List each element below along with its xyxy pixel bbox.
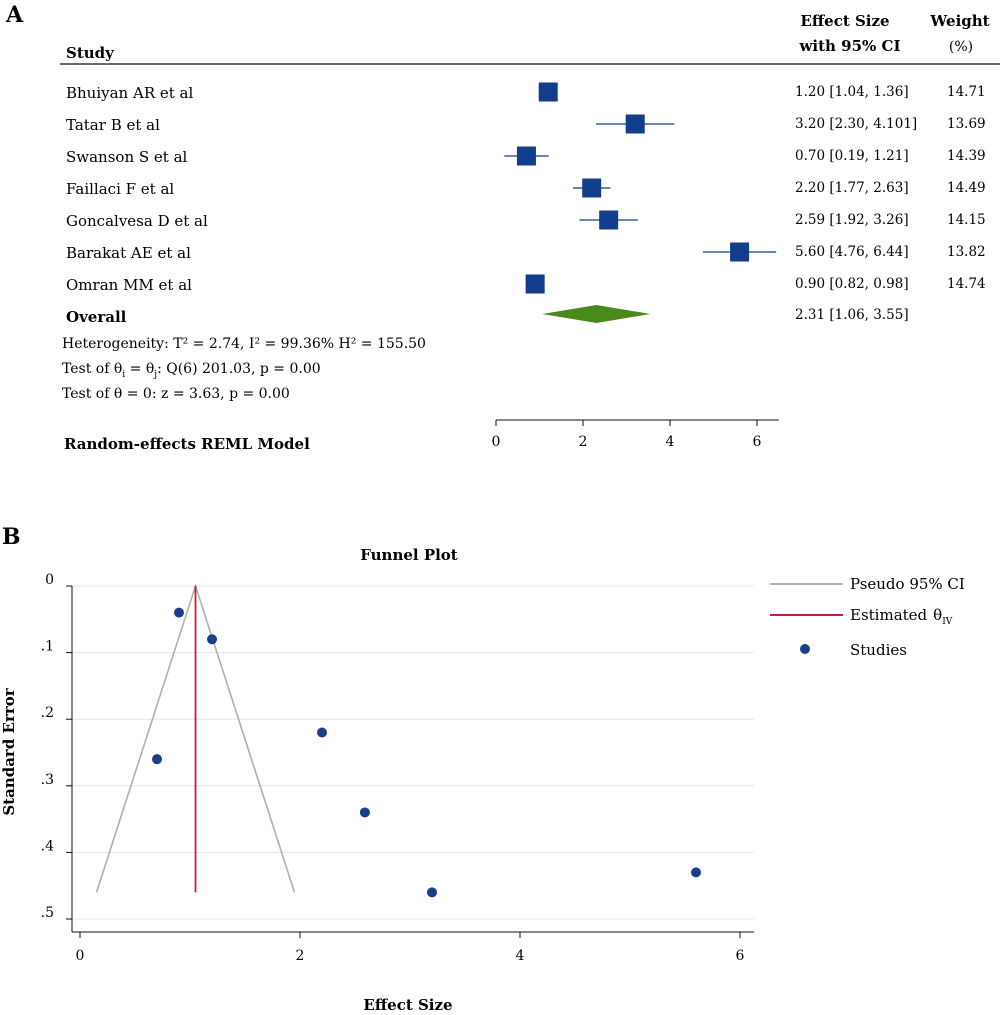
study-ci-text: 0.90 [0.82, 0.98] — [795, 276, 909, 292]
funnel-x-tick-label: 0 — [76, 948, 85, 964]
study-point — [207, 634, 217, 645]
study-effect-marker — [516, 146, 536, 166]
weight-header-line1: Weight — [929, 12, 989, 30]
study-row: Goncalvesa D et al 2.59 [1.92, 3.26] 14.15 — [66, 210, 986, 230]
effect-size-header-line1: Effect Size — [800, 12, 889, 30]
study-effect-marker — [525, 274, 545, 294]
study-effect-marker — [582, 178, 602, 198]
funnel-y-tick-label: .4 — [41, 838, 54, 854]
study-row: Swanson S et al 0.70 [0.19, 1.21] 14.39 — [66, 146, 986, 166]
funnel-lines — [95, 583, 296, 893]
funnel-x-label: Effect Size — [363, 996, 452, 1014]
forest-x-axis: 0 2 4 6 — [492, 419, 779, 450]
study-row: Bhuiyan AR et al 1.20 [1.04, 1.36] 14.71 — [66, 82, 986, 102]
study-row: Barakat AE et al 5.60 [4.76, 6.44] 13.82 — [66, 242, 986, 262]
study-point — [691, 867, 701, 878]
study-effect-marker — [625, 114, 645, 134]
study-name: Bhuiyan AR et al — [66, 84, 193, 102]
study-name: Omran MM et al — [66, 276, 192, 294]
legend-estimate-label: Estimated θIV — [850, 606, 953, 627]
overall-label: Overall — [66, 308, 127, 326]
overall-row: Overall 2.31 [1.06, 3.55] — [66, 305, 909, 326]
funnel-y-label: Standard Error — [0, 687, 18, 815]
study-point — [152, 754, 162, 765]
study-row: Tatar B et al 3.20 [2.30, 4.101] 13.69 — [66, 114, 986, 134]
funnel-y-tick-label: .5 — [41, 905, 54, 921]
study-ci-text: 3.20 [2.30, 4.101] — [795, 116, 917, 132]
forest-tick-label: 2 — [579, 434, 588, 450]
study-name: Faillaci F et al — [66, 180, 174, 198]
funnel-y-tick-label: 0 — [45, 572, 54, 588]
study-effect-marker — [538, 82, 558, 102]
legend-pseudo-ci-label: Pseudo 95% CI — [850, 575, 965, 593]
forest-tick-label: 0 — [492, 434, 501, 450]
overall-ci-text: 2.31 [1.06, 3.55] — [795, 307, 909, 323]
overall-diamond — [542, 305, 651, 323]
study-weight: 14.49 — [947, 180, 986, 196]
study-name: Barakat AE et al — [66, 244, 191, 262]
study-row: Faillaci F et al 2.20 [1.77, 2.63] 14.49 — [66, 178, 986, 198]
study-name: Goncalvesa D et al — [66, 212, 208, 230]
study-ci-text: 2.20 [1.77, 2.63] — [795, 180, 909, 196]
funnel-axes: 0 .1 .2 .3 .4 .5 0 2 4 6 — [41, 572, 754, 964]
funnel-x-tick-label: 6 — [736, 948, 745, 964]
study-effect-marker — [730, 242, 750, 262]
test-of-theta-text: Test of θ = 0: z = 3.63, p = 0.00 — [62, 386, 290, 402]
model-label: Random-effects REML Model — [64, 435, 310, 453]
study-point — [359, 807, 370, 818]
funnel-grid — [72, 585, 754, 920]
study-ci-text: 1.20 [1.04, 1.36] — [795, 84, 909, 100]
funnel-y-tick-label: .3 — [41, 772, 54, 788]
funnel-x-tick-label: 4 — [516, 948, 525, 964]
funnel-points — [152, 607, 701, 898]
study-name: Tatar B et al — [66, 116, 160, 134]
funnel-plot-panel: B Funnel Plot 0 .1 .2 .3 .4 .5 0 2 4 6 Effect Siz… — [0, 524, 965, 1014]
effect-size-header-line2: with 95% CI — [799, 37, 901, 55]
study-weight: 14.39 — [947, 148, 986, 164]
forest-tick-label: 6 — [753, 434, 762, 450]
study-ci-text: 2.59 [1.92, 3.26] — [795, 212, 909, 228]
panel-a-label: A — [5, 2, 24, 28]
funnel-legend: Pseudo 95% CI Estimated θIV Studies — [770, 575, 965, 659]
forest-plot-panel: A Study Effect Size with 95% CI Weight (… — [5, 2, 1000, 453]
legend-studies-label: Studies — [850, 641, 907, 659]
study-point — [427, 887, 437, 898]
heterogeneity-text: Heterogeneity: T² = 2.74, I² = 99.36% H²… — [62, 336, 426, 352]
study-point — [174, 607, 184, 618]
study-row: Omran MM et al 0.90 [0.82, 0.98] 14.74 — [66, 274, 986, 294]
study-ci-text: 5.60 [4.76, 6.44] — [795, 244, 909, 260]
forest-tick-label: 4 — [666, 434, 675, 450]
study-name: Swanson S et al — [66, 148, 188, 166]
study-effect-marker — [599, 210, 619, 230]
funnel-x-tick-label: 2 — [296, 948, 305, 964]
funnel-y-tick-label: .1 — [41, 639, 54, 655]
study-weight: 13.82 — [947, 244, 986, 260]
panel-b-label: B — [2, 524, 21, 550]
study-ci-text: 0.70 [0.19, 1.21] — [795, 148, 909, 164]
test-of-groups-text: Test of θi = θj: Q(6) 201.03, p = 0.00 — [62, 361, 321, 380]
study-weight: 14.74 — [947, 276, 986, 292]
weight-header-line2: (%) — [949, 39, 973, 55]
study-weight: 14.71 — [947, 84, 986, 100]
study-weight: 14.15 — [947, 212, 986, 228]
forest-rows: Bhuiyan AR et al 1.20 [1.04, 1.36] 14.71 Ta… — [66, 82, 986, 294]
funnel-title: Funnel Plot — [360, 546, 458, 564]
study-column-header: Study — [66, 44, 115, 62]
funnel-y-tick-label: .2 — [41, 705, 54, 721]
legend-studies-marker — [800, 644, 810, 654]
study-point — [317, 727, 327, 738]
study-weight: 13.69 — [947, 116, 986, 132]
